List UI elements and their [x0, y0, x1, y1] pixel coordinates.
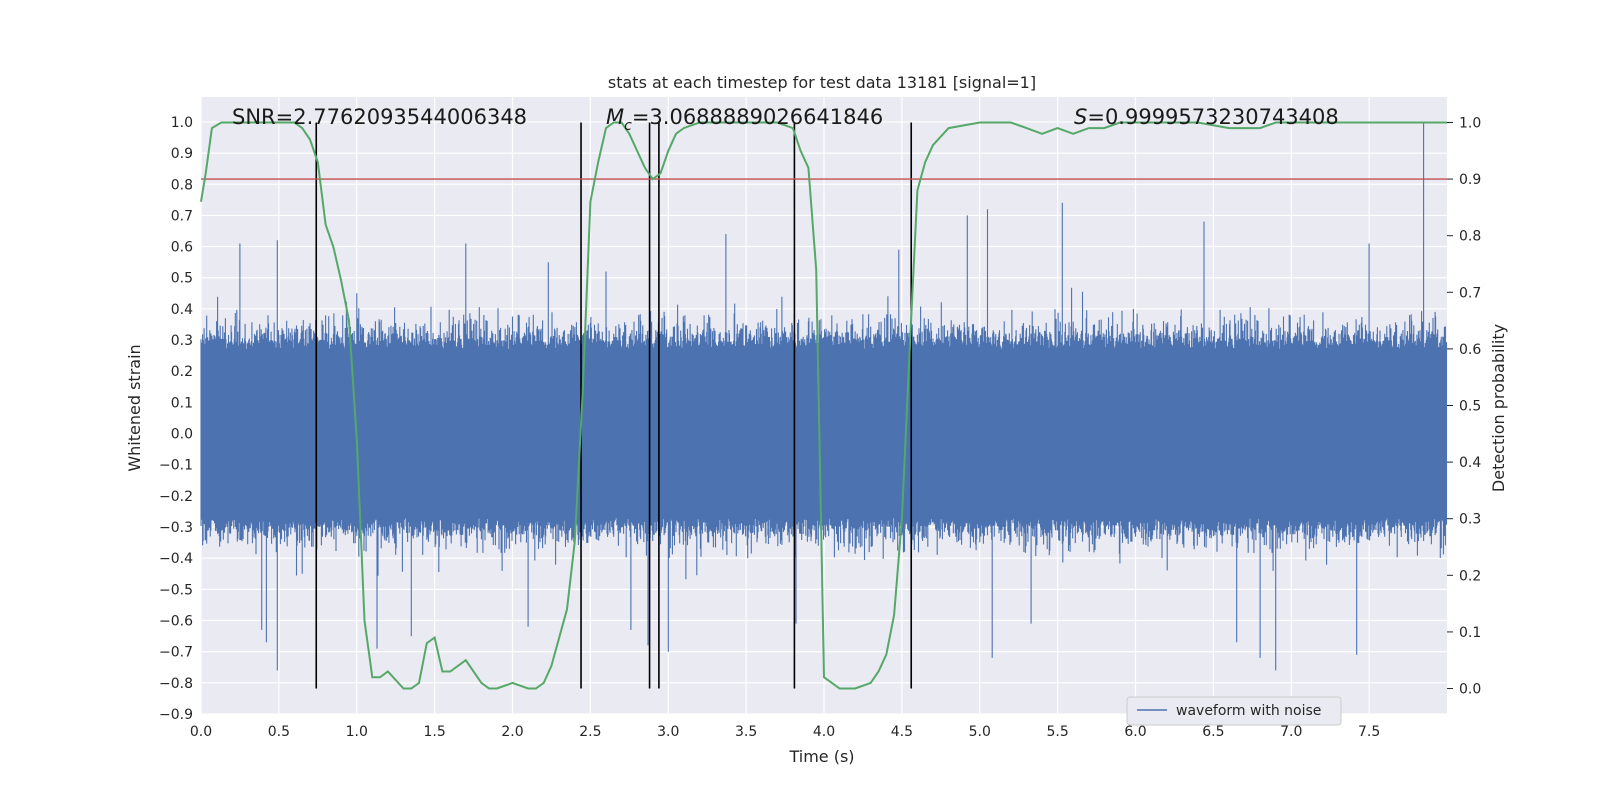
- x-axis-label: Time (s): [788, 747, 854, 766]
- y-right-tick-label: 0.6: [1459, 342, 1481, 358]
- y-tick-label: 0.5: [171, 271, 193, 287]
- chart-title: stats at each timestep for test data 131…: [608, 73, 1036, 92]
- y-tick-label: −0.7: [159, 645, 193, 661]
- tick-labels: 0.0 0.5 1.0 1.5 2.0 2.5 3.0 3.5 4.0 4.5 5.0 5.5 6.0 6…: [159, 115, 1481, 740]
- x-tick-label: 3.5: [735, 724, 757, 740]
- y-tick-label: 0.8: [171, 177, 193, 193]
- probability-line: [200, 121, 1447, 690]
- chirp-mass-subscript: c: [624, 118, 632, 134]
- x-tick-label: 6.5: [1202, 724, 1224, 740]
- y-tick-label: 0.9: [171, 146, 193, 162]
- legend-box: [1126, 696, 1342, 726]
- y-axis-label: Whitened strain: [125, 344, 144, 471]
- y-tick-label: 0.0: [171, 427, 193, 443]
- y-tick-label: −0.5: [159, 582, 193, 598]
- y-right-tick-label: 0.3: [1459, 512, 1481, 528]
- x-tick-label: 4.0: [813, 724, 835, 740]
- y-tick-label: 0.7: [171, 208, 193, 224]
- s-symbol: S: [1074, 105, 1087, 129]
- y-right-tick-label: 1.0: [1459, 115, 1481, 131]
- y-right-tick-label: 0.7: [1459, 285, 1481, 301]
- y-right-tick-label: 0.0: [1459, 682, 1481, 698]
- s-value: =0.9999573230743408: [1087, 105, 1338, 129]
- y-tick-label: −0.8: [159, 676, 193, 692]
- probability-series: [200, 121, 1447, 690]
- y-right-tick-label: 0.8: [1459, 229, 1481, 245]
- chirp-mass-symbol: M: [606, 105, 624, 129]
- y-right-tick-label: 0.5: [1459, 399, 1481, 415]
- y-axis-right-label: Detection probability: [1489, 324, 1508, 492]
- y-right-tick-label: 0.4: [1459, 455, 1481, 471]
- y-tick-label: −0.6: [159, 614, 193, 630]
- chirp-mass-annotation: Mc=3.0688889026641846: [606, 105, 883, 134]
- y-right-tick-label: 0.2: [1459, 568, 1481, 584]
- y-tick-label: −0.2: [159, 489, 193, 505]
- waveform-series: [200, 121, 1448, 671]
- x-tick-label: 5.5: [1046, 724, 1068, 740]
- x-tick-label: 1.5: [423, 724, 445, 740]
- x-tick-label: 2.5: [579, 724, 601, 740]
- y-tick-label: −0.4: [159, 551, 193, 567]
- x-tick-label: 0.0: [190, 724, 212, 740]
- legend-label-waveform: waveform with noise: [1176, 703, 1321, 719]
- y-right-tick-label: 0.1: [1459, 625, 1481, 641]
- s-annotation: S=0.9999573230743408: [1074, 105, 1339, 129]
- y-tick-label: 1.0: [171, 115, 193, 131]
- x-tick-label: 7.5: [1358, 724, 1380, 740]
- chirp-mass-value: =3.0688889026641846: [632, 105, 883, 129]
- x-tick-label: 2.0: [501, 724, 523, 740]
- y-tick-label: 0.2: [171, 364, 193, 380]
- legend: waveform with noise: [1126, 696, 1342, 726]
- x-tick-label: 5.0: [969, 724, 991, 740]
- waveform-line: [200, 121, 1448, 671]
- y-tick-label: 0.4: [171, 302, 193, 318]
- x-tick-label: 1.0: [346, 724, 368, 740]
- y-tick-label: 0.3: [171, 333, 193, 349]
- y-tick-label: 0.6: [171, 240, 193, 256]
- y-tick-label: 0.1: [171, 395, 193, 411]
- y-tick-label: −0.1: [159, 458, 193, 474]
- snr-annotation: SNR=2.7762093544006348: [232, 105, 527, 129]
- x-tick-label: 3.0: [657, 724, 679, 740]
- x-tick-label: 0.5: [268, 724, 290, 740]
- x-tick-label: 6.0: [1124, 724, 1146, 740]
- x-tick-label: 7.0: [1280, 724, 1302, 740]
- x-tick-label: 4.5: [891, 724, 913, 740]
- y-tick-label: −0.3: [159, 520, 193, 536]
- y-right-tick-label: 0.9: [1459, 172, 1481, 188]
- y-tick-label: −0.9: [159, 707, 193, 723]
